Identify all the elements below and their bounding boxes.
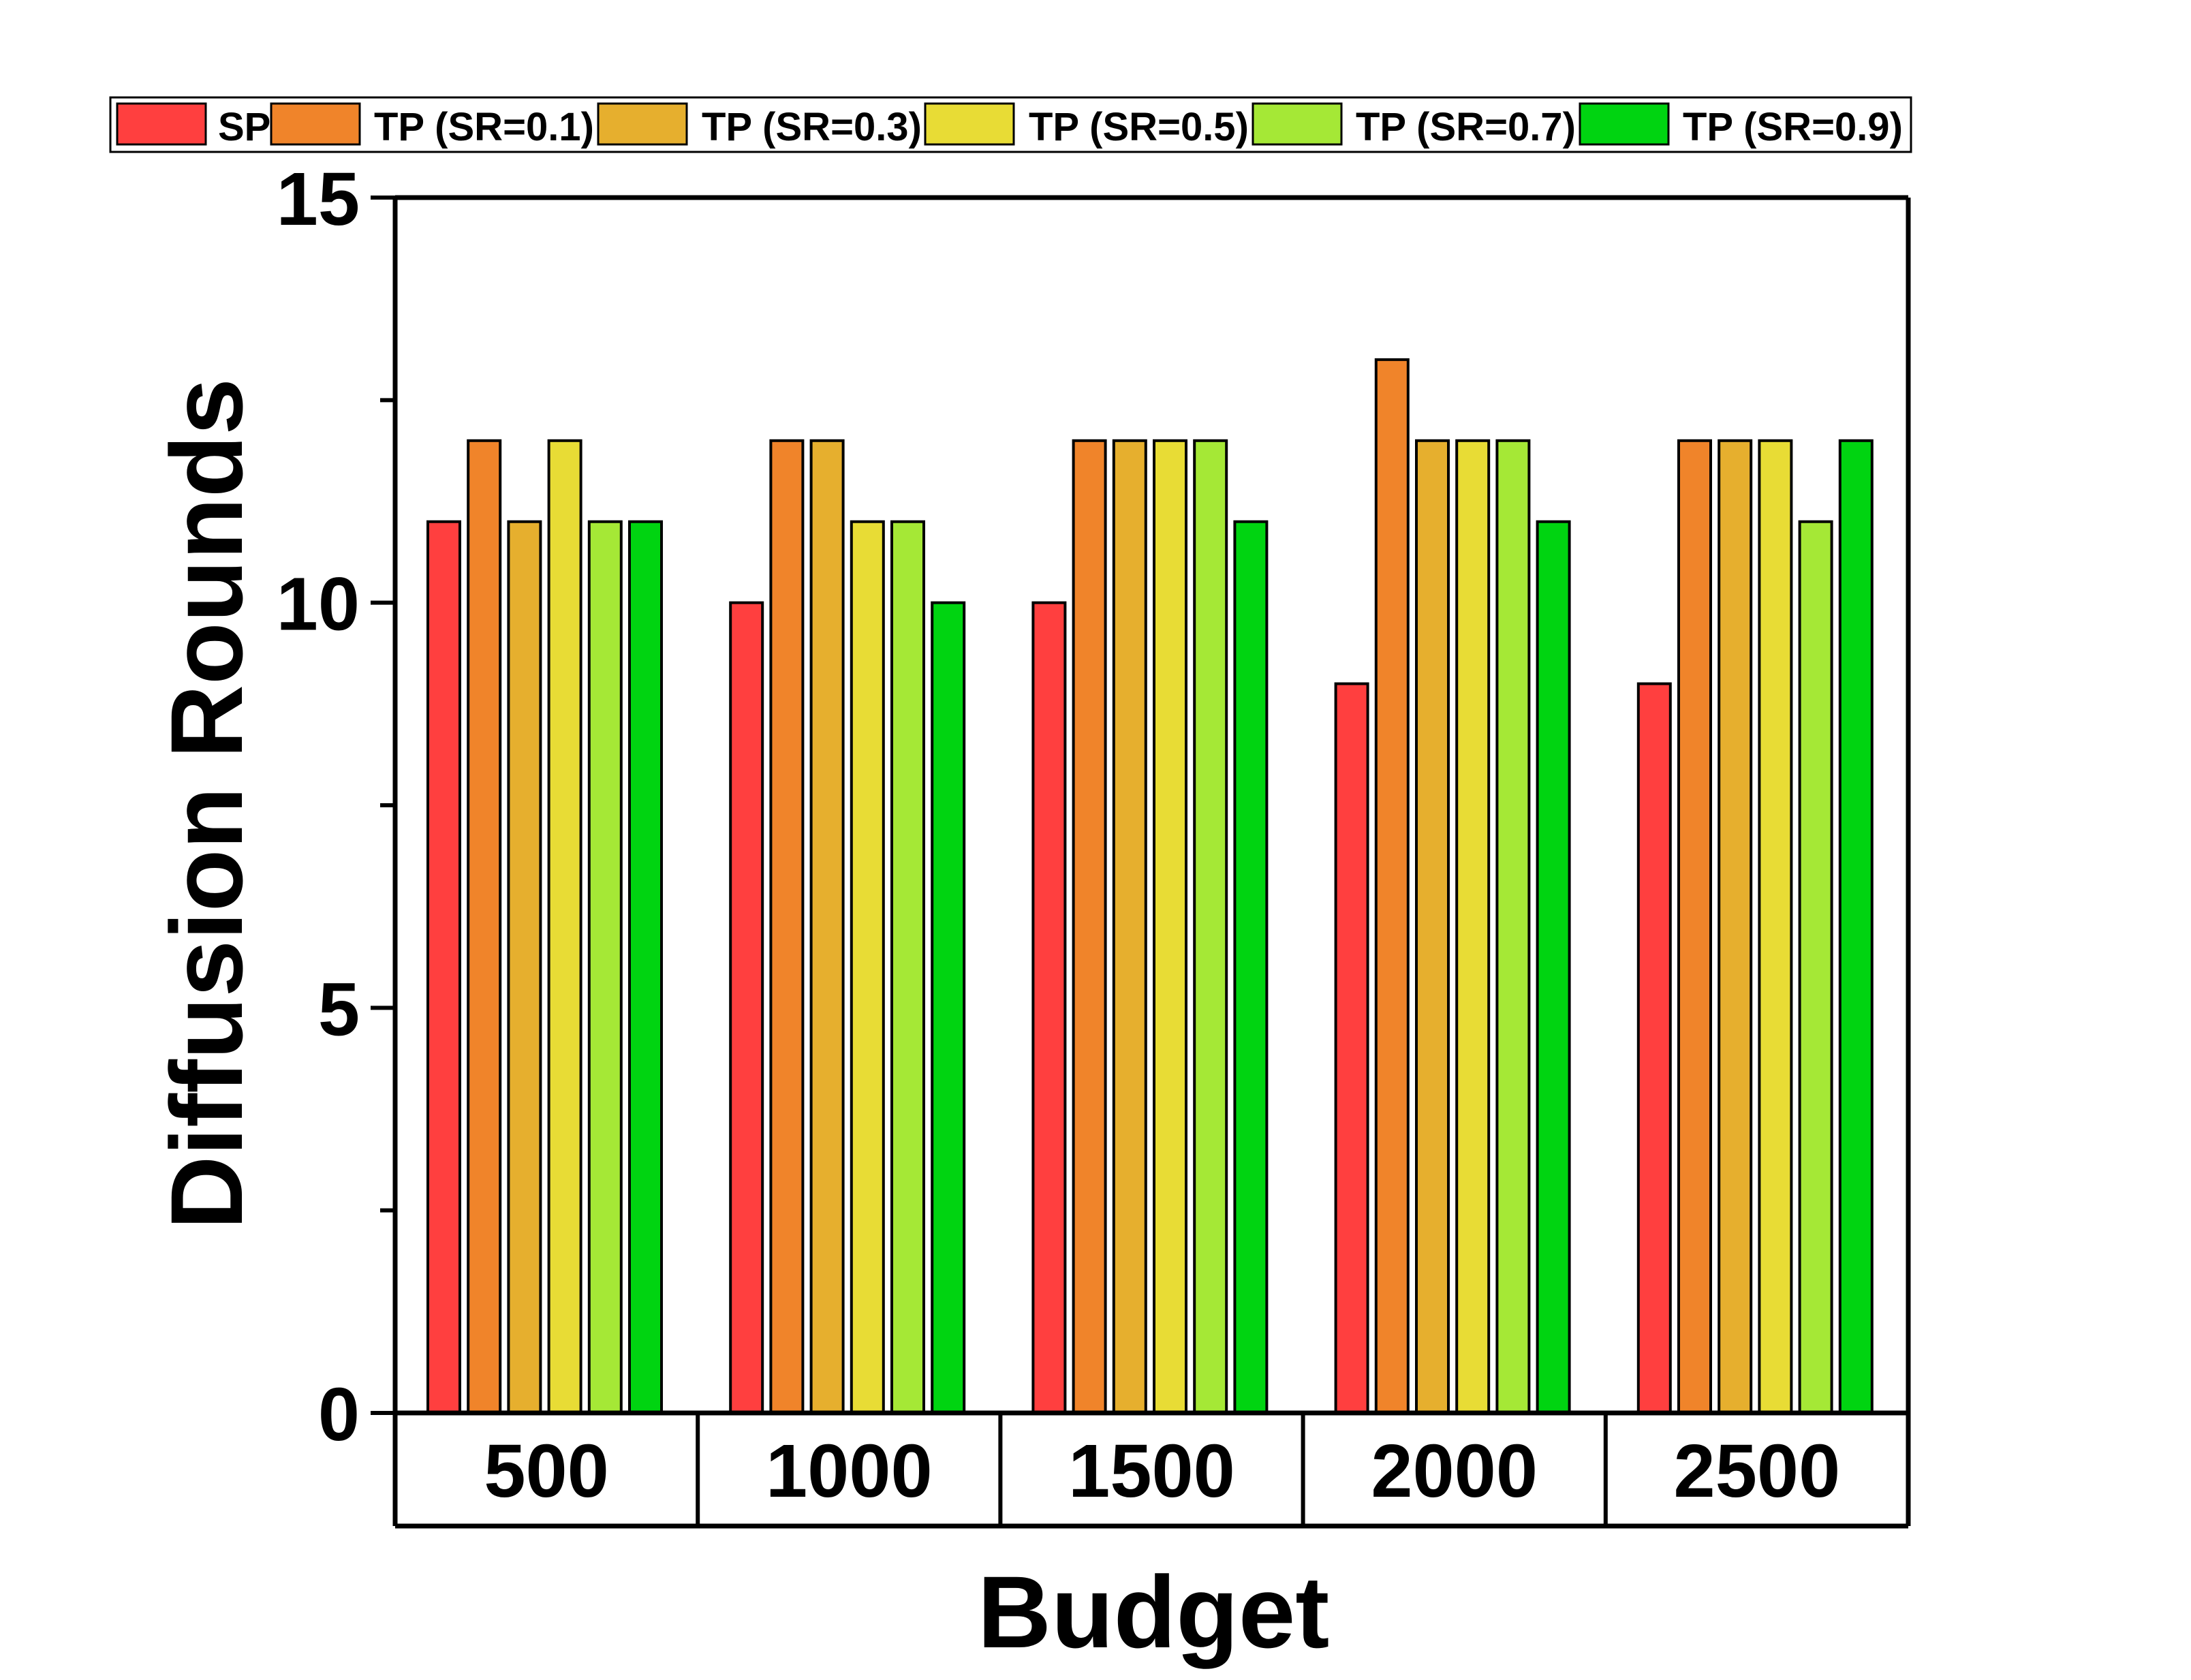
bar-TP (SR=0.7)-500 bbox=[587, 520, 623, 1415]
bars bbox=[426, 358, 1874, 1415]
bar-TP (SR=0.1)-1500 bbox=[1072, 439, 1107, 1414]
y-tick-label: 5 bbox=[318, 967, 360, 1051]
bar-TP (SR=0.9)-500 bbox=[628, 520, 663, 1415]
bar-TP (SR=0.7)-1500 bbox=[1193, 439, 1228, 1414]
legend-swatch-SP bbox=[116, 102, 207, 146]
bar-TP (SR=0.7)-2000 bbox=[1495, 439, 1531, 1414]
bar-TP (SR=0.3)-2500 bbox=[1718, 439, 1753, 1414]
legend-swatch-TP (SR=0.1) bbox=[270, 102, 361, 146]
legend-label: SP bbox=[218, 105, 270, 149]
bar-TP (SR=0.5)-2000 bbox=[1455, 439, 1491, 1414]
x-category-label: 1000 bbox=[766, 1429, 933, 1513]
bar-TP (SR=0.1)-500 bbox=[467, 439, 502, 1414]
x-axis-label: Budget bbox=[978, 1555, 1330, 1669]
axes bbox=[392, 195, 1911, 1529]
x-category-label: 2500 bbox=[1674, 1429, 1841, 1513]
bar-SP-500 bbox=[426, 520, 461, 1415]
bar-TP (SR=0.1)-1000 bbox=[769, 439, 805, 1414]
x-category-label: 1500 bbox=[1068, 1429, 1235, 1513]
x-category-label: 2000 bbox=[1371, 1429, 1538, 1513]
y-tick-label: 0 bbox=[318, 1373, 360, 1457]
bar-SP-2000 bbox=[1334, 682, 1369, 1414]
y-axis-label: Diffusion Rounds bbox=[149, 378, 264, 1230]
bar-TP (SR=0.7)-1000 bbox=[890, 520, 925, 1415]
legend-label: TP (SR=0.9) bbox=[1683, 105, 1903, 149]
y-tick-label: 10 bbox=[277, 563, 360, 647]
legend-swatch-TP (SR=0.5) bbox=[924, 102, 1015, 146]
legend-label: TP (SR=0.5) bbox=[1029, 105, 1249, 149]
bar-SP-2500 bbox=[1636, 682, 1672, 1414]
x-category-label: 500 bbox=[484, 1429, 609, 1513]
legend-label: TP (SR=0.7) bbox=[1356, 105, 1576, 149]
bar-TP (SR=0.3)-500 bbox=[507, 520, 542, 1415]
bar-TP (SR=0.5)-500 bbox=[547, 439, 582, 1414]
bar-TP (SR=0.3)-1000 bbox=[809, 439, 845, 1414]
bar-TP (SR=0.9)-2500 bbox=[1838, 439, 1874, 1414]
bar-SP-1500 bbox=[1031, 601, 1067, 1415]
bar-SP-1000 bbox=[729, 601, 764, 1415]
y-axis-ticks: 0 5 10 15 bbox=[277, 157, 395, 1457]
legend: SP TP (SR=0.1) TP (SR=0.3) TP (SR=0.5) TP (S… bbox=[109, 96, 1912, 153]
bar-TP (SR=0.9)-1000 bbox=[931, 601, 966, 1415]
bar-TP (SR=0.7)-2500 bbox=[1798, 520, 1833, 1415]
bar-TP (SR=0.9)-1500 bbox=[1233, 520, 1269, 1415]
bar-TP (SR=0.5)-1500 bbox=[1153, 439, 1187, 1414]
bar-TP (SR=0.3)-1500 bbox=[1112, 439, 1147, 1414]
legend-label: TP (SR=0.3) bbox=[702, 105, 922, 149]
legend-swatch-TP (SR=0.3) bbox=[597, 102, 688, 146]
bar-TP (SR=0.1)-2500 bbox=[1677, 439, 1712, 1414]
bar-TP (SR=0.5)-2500 bbox=[1758, 439, 1793, 1414]
bar-TP (SR=0.9)-2000 bbox=[1536, 520, 1571, 1415]
bar-TP (SR=0.1)-2000 bbox=[1374, 358, 1410, 1414]
y-tick-label: 15 bbox=[277, 157, 360, 241]
bar-TP (SR=0.3)-2000 bbox=[1415, 439, 1450, 1414]
bar-TP (SR=0.5)-1000 bbox=[850, 520, 885, 1415]
legend-swatch-TP (SR=0.9) bbox=[1579, 102, 1670, 146]
x-axis-categories: 500 1000 1500 2000 2500 bbox=[484, 1429, 1840, 1513]
legend-swatch-TP (SR=0.7) bbox=[1252, 102, 1343, 146]
legend-label: TP (SR=0.1) bbox=[374, 105, 594, 149]
